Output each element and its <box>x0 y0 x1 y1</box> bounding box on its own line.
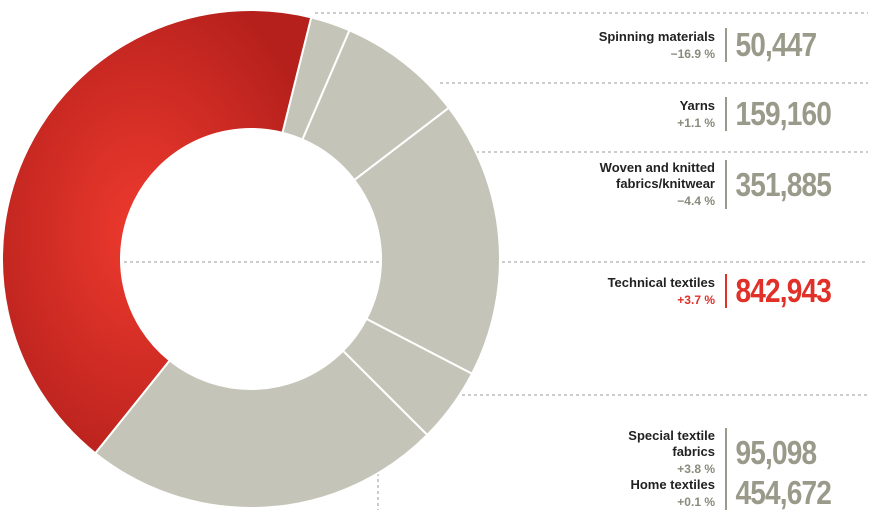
value-label: 454,672 <box>735 474 832 511</box>
legend-label: Spinning materials <box>598 29 715 44</box>
value-label: 159,160 <box>735 95 832 132</box>
value-label: 351,885 <box>735 165 832 203</box>
legend-label: Woven and knitted fabrics/knitwear <box>599 160 715 191</box>
change-label: +1.1 % <box>677 116 715 130</box>
change-label: −16.9 % <box>670 47 715 61</box>
donut-slice <box>1 9 313 455</box>
value-label: 95,098 <box>735 433 818 471</box>
legend-row: Yarns +1.1 % 159,160 <box>540 95 870 133</box>
change-label: +3.7 % <box>677 293 715 307</box>
legend-row: Woven and knitted fabrics/knitwear −4.4 %… <box>540 160 870 209</box>
legend-row: Technical textiles +3.7 % 842,943 <box>540 272 870 310</box>
legend-label: Technical textiles <box>607 275 715 290</box>
legend-label: Home textiles <box>630 477 715 492</box>
legend-text: Spinning materials −16.9 % <box>540 28 727 62</box>
legend-text: Woven and knitted fabrics/knitwear −4.4 % <box>540 160 727 209</box>
legend-row: Spinning materials −16.9 % 50,447 <box>540 26 870 64</box>
legend-row: Home textiles +0.1 % 454,672 <box>540 474 870 512</box>
legend-text: Yarns +1.1 % <box>540 97 727 131</box>
legend-label: Yarns <box>679 98 715 113</box>
slices <box>1 9 501 509</box>
donut-slice <box>93 349 429 509</box>
legend-text: Home textiles +0.1 % <box>540 476 727 510</box>
change-label: −4.4 % <box>677 194 715 208</box>
value-label: 50,447 <box>735 26 818 63</box>
legend-text: Technical textiles +3.7 % <box>540 274 727 308</box>
change-label: +0.1 % <box>677 495 715 509</box>
legend-label: Special textile fabrics <box>628 428 715 459</box>
legend-row: Special textile fabrics +3.8 % 95,098 <box>540 428 870 477</box>
donut-slice <box>352 106 501 376</box>
value-label: 842,943 <box>735 272 832 309</box>
legend-text: Special textile fabrics +3.8 % <box>540 428 727 477</box>
change-label: +3.8 % <box>677 462 715 476</box>
